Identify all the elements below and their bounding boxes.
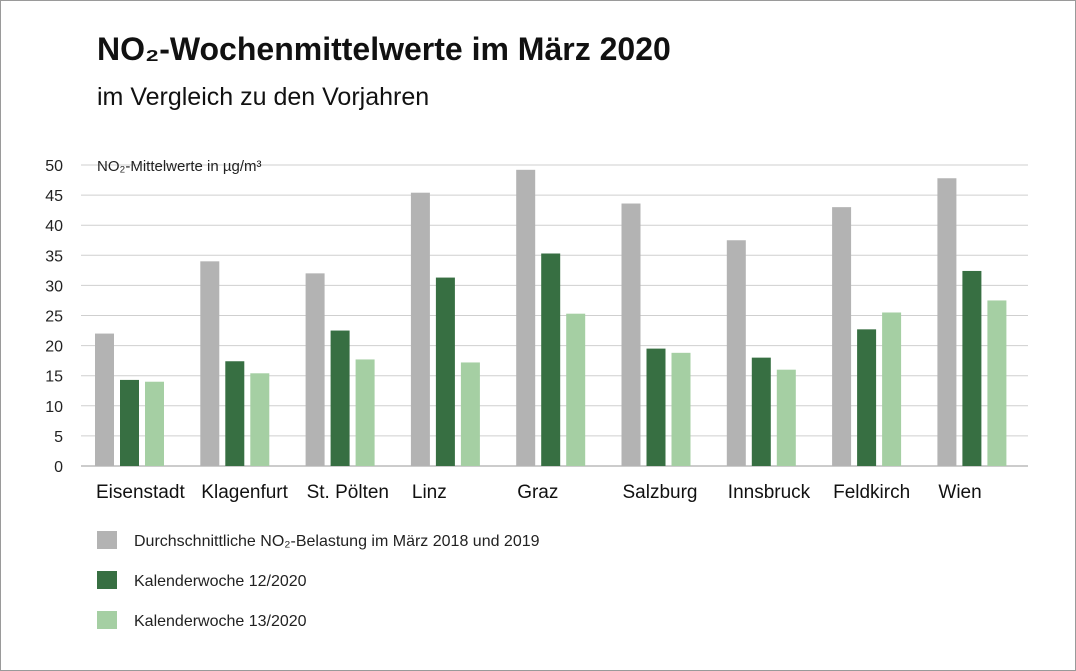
y-tick-label: 5 xyxy=(54,429,63,446)
bar xyxy=(225,361,245,466)
bar xyxy=(962,270,982,466)
legend-entry: Durchschnittliche NO₂-Belastung im März … xyxy=(134,533,540,550)
category-label: Linz xyxy=(412,482,447,503)
chart-title: NO₂-Wochenmittelwerte im März 2020 xyxy=(97,31,671,67)
bar xyxy=(410,192,430,466)
bar xyxy=(330,330,350,466)
bar xyxy=(250,373,270,466)
category-label: St. Pölten xyxy=(307,482,389,503)
y-tick-label: 50 xyxy=(45,158,63,175)
bar xyxy=(200,261,220,466)
bar xyxy=(751,357,771,466)
bar xyxy=(120,379,139,466)
y-tick-label: 40 xyxy=(45,218,63,235)
bars xyxy=(95,169,1007,467)
bar xyxy=(566,313,586,466)
bar xyxy=(355,359,375,466)
y-tick-label: 20 xyxy=(45,339,63,356)
bar xyxy=(776,369,796,466)
legend-entry: Kalenderwoche 12/2020 xyxy=(134,573,307,590)
legend-entry: Kalenderwoche 13/2020 xyxy=(134,613,307,630)
bar xyxy=(646,348,666,466)
bar xyxy=(541,253,561,466)
bar xyxy=(305,273,325,466)
y-tick-label: 0 xyxy=(54,459,63,476)
bar xyxy=(516,169,536,467)
category-label: Klagenfurt xyxy=(201,482,288,503)
bar xyxy=(145,381,164,466)
chart-subtitle: im Vergleich zu den Vorjahren xyxy=(97,83,430,111)
y-axis-ticks: 0 5 10 15 20 25 30 35 40 45 50 xyxy=(45,158,63,476)
bar xyxy=(95,333,114,466)
bar xyxy=(435,277,455,466)
category-label: Eisenstadt xyxy=(96,482,185,503)
y-axis-label: NO₂-Mittelwerte in µg/m³ xyxy=(97,158,262,175)
bar xyxy=(671,352,691,466)
y-tick-label: 30 xyxy=(45,278,63,295)
legend-swatch xyxy=(97,531,117,549)
category-label: Salzburg xyxy=(623,482,698,503)
x-axis-categories: Eisenstadt Klagenfurt St. Pölten Linz Graz Sa… xyxy=(96,482,982,503)
bar xyxy=(937,178,957,466)
y-tick-label: 25 xyxy=(45,309,63,326)
bar xyxy=(882,312,902,466)
legend-swatch xyxy=(97,611,117,629)
bar xyxy=(857,329,877,466)
category-label: Innsbruck xyxy=(728,482,811,503)
bar xyxy=(987,300,1007,466)
bar xyxy=(621,203,641,466)
bar xyxy=(832,207,852,466)
y-tick-label: 15 xyxy=(45,369,63,386)
category-label: Graz xyxy=(517,482,558,503)
legend-swatch xyxy=(97,571,117,589)
y-tick-label: 45 xyxy=(45,188,63,205)
category-label: Feldkirch xyxy=(833,482,910,503)
bar xyxy=(726,240,746,466)
y-tick-label: 35 xyxy=(45,248,63,265)
legend: Durchschnittliche NO₂-Belastung im März … xyxy=(97,531,540,630)
bar xyxy=(460,362,480,466)
category-label: Wien xyxy=(938,482,981,503)
y-tick-label: 10 xyxy=(45,399,63,416)
